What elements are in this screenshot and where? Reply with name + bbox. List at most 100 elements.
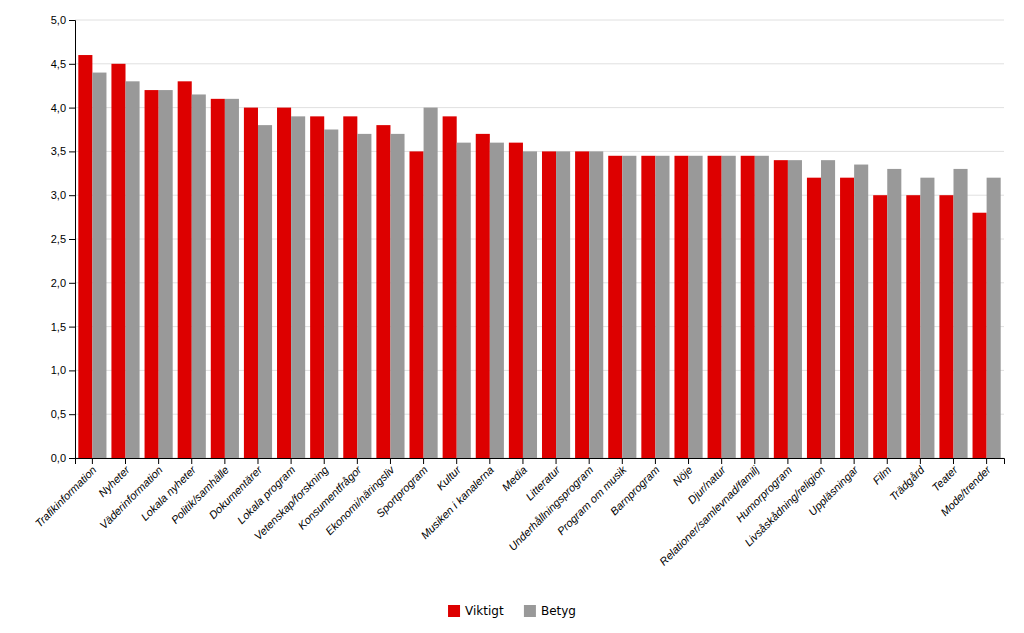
x-tick-label: Lokala program	[235, 464, 298, 527]
x-tick-mark	[589, 458, 590, 464]
x-tick-label: Lokala nyheter	[138, 463, 198, 523]
y-tick: 0,0	[51, 452, 75, 464]
x-axis-line	[76, 459, 1005, 465]
x-tick-mark	[721, 458, 722, 464]
x-tick: Musiken i kanalerna	[418, 458, 496, 541]
y-tick-label: 2,0	[51, 277, 66, 289]
chart: 0,0 0,5 1,0 1,5 2,0 2,5 3,0 3,5 4,0 4,5 5,0 Trafiki…	[0, 0, 1024, 633]
bar	[178, 81, 192, 458]
y-tick-label: 0,5	[51, 408, 66, 420]
x-tick-mark	[655, 458, 656, 464]
y-tick-mark	[69, 370, 75, 371]
y-tick-mark	[69, 327, 75, 328]
bar	[410, 151, 424, 458]
y-tick-mark	[69, 458, 75, 459]
y-tick-mark	[69, 239, 75, 240]
bar	[774, 160, 788, 458]
x-tick: Trädgård	[887, 458, 927, 503]
x-tick-label: Barnprogram	[608, 464, 662, 518]
y-tick: 1,0	[51, 364, 75, 376]
y-tick-mark	[69, 108, 75, 109]
x-tick-mark	[125, 458, 126, 464]
bar	[490, 143, 504, 458]
y-tick: 1,5	[51, 321, 75, 333]
bar	[788, 160, 802, 458]
y-tick-label: 3,0	[51, 189, 66, 201]
x-tick: Media	[499, 458, 529, 493]
bar	[192, 94, 206, 458]
x-tick: Mode/trender	[938, 458, 994, 518]
x-tick: Lokala program	[235, 458, 298, 526]
x-tick-mark	[257, 458, 258, 464]
bar	[390, 134, 404, 458]
x-tick-label: Media	[499, 464, 529, 494]
bar	[357, 134, 371, 458]
legend-label: Viktigt	[465, 604, 504, 618]
bar	[589, 151, 603, 458]
bar	[708, 156, 722, 458]
x-tick-mark	[754, 458, 755, 464]
bar	[542, 151, 556, 458]
y-tick-label: 4,0	[51, 102, 66, 114]
y-tick-label: 3,5	[51, 145, 66, 157]
x-tick-mark	[986, 458, 987, 464]
y-axis-line	[69, 21, 76, 459]
x-tick-mark	[390, 458, 391, 464]
y-tick-mark	[69, 283, 75, 284]
bar	[741, 156, 755, 458]
x-tick: Väderinformation	[97, 458, 165, 531]
bar	[807, 178, 821, 458]
x-tick: Film	[870, 458, 893, 487]
bar	[111, 64, 125, 458]
bar	[821, 160, 835, 458]
y-tick: 2,0	[51, 277, 75, 289]
bar	[575, 151, 589, 458]
bar	[443, 116, 457, 458]
x-tick-mark	[92, 458, 93, 464]
bar	[78, 55, 92, 458]
x-tick: Uppläsningar	[806, 458, 861, 518]
bar	[987, 178, 1001, 458]
x-tick: Lokala nyheter	[138, 458, 198, 523]
bar	[755, 156, 769, 458]
bar	[244, 108, 258, 458]
x-tick: Trafikinformation	[33, 458, 99, 529]
bar	[476, 134, 490, 458]
x-tick-label: Teater	[929, 463, 960, 494]
x-tick-label: Film	[870, 464, 893, 487]
legend-item: Viktigt	[448, 604, 504, 618]
x-tick-mark	[456, 458, 457, 464]
y-tick-label: 4,5	[51, 58, 66, 70]
bar	[953, 169, 967, 458]
x-tick-mark	[854, 458, 855, 464]
bar	[277, 108, 291, 458]
plot: 0,0 0,5 1,0 1,5 2,0 2,5 3,0 3,5 4,0 4,5 5,0 Trafiki…	[33, 14, 1005, 568]
y-tick: 2,5	[51, 233, 75, 245]
bar	[324, 130, 338, 459]
x-tick-label: Mode/trender	[938, 463, 994, 519]
bar	[873, 195, 887, 458]
x-tick-mark	[953, 458, 954, 464]
y-tick: 5,0	[51, 14, 75, 26]
y-tick-mark	[69, 195, 75, 196]
y-tick: 0,5	[51, 408, 75, 420]
bar	[159, 90, 173, 458]
bar	[854, 165, 868, 458]
x-tick-mark	[522, 458, 523, 464]
x-tick-mark	[821, 458, 822, 464]
y-tick-label: 2,5	[51, 233, 66, 245]
grid-line	[75, 20, 1004, 21]
bar	[126, 81, 140, 458]
y-tick: 4,0	[51, 102, 75, 114]
x-tick-label: Musiken i kanalerna	[418, 464, 496, 542]
x-tick-mark	[688, 458, 689, 464]
grid	[75, 20, 1004, 458]
bar	[457, 143, 471, 458]
x-tick-mark	[887, 458, 888, 464]
bar	[291, 116, 305, 458]
bar	[655, 156, 669, 458]
bar	[343, 116, 357, 458]
x-tick-mark	[191, 458, 192, 464]
x-tick-mark	[324, 458, 325, 464]
bar	[310, 116, 324, 458]
